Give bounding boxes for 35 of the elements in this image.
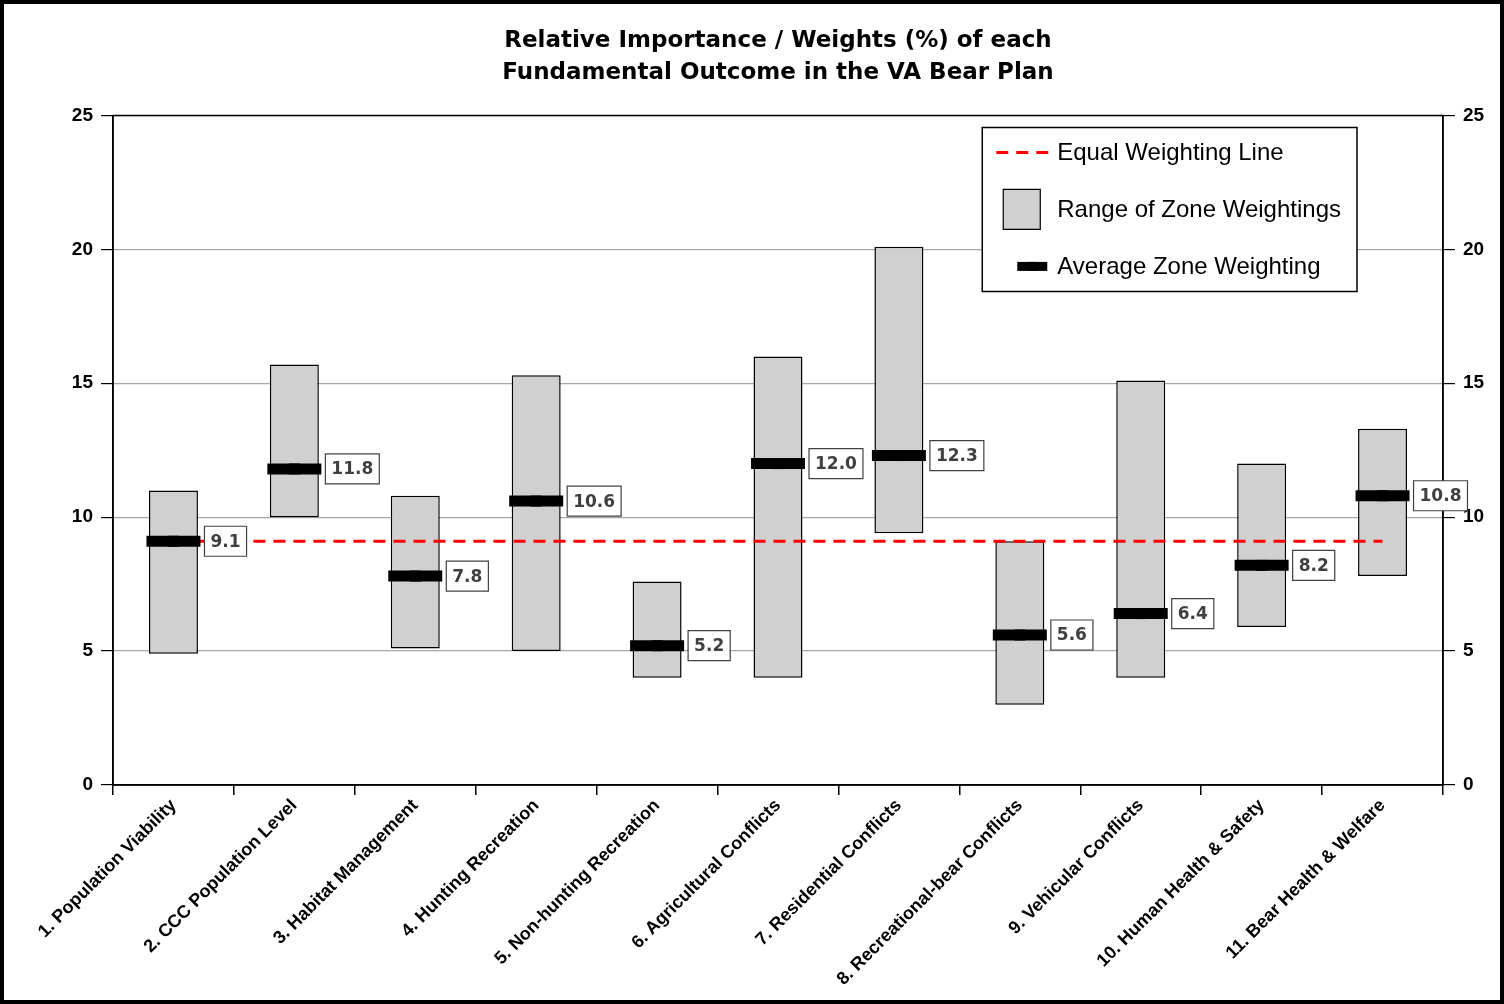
point <box>167 535 179 547</box>
y2-tick-label: 10 <box>1463 505 1485 527</box>
y-tick-label: 15 <box>71 371 94 393</box>
legend-label: Average Zone Weighting <box>1057 252 1321 280</box>
legend-label: Equal Weighting Line <box>1057 138 1284 166</box>
y-tick-label: 0 <box>82 773 93 795</box>
y-tick-label: 10 <box>71 505 93 527</box>
data-label: 10.6 <box>573 490 616 511</box>
data-label: 9.1 <box>210 530 241 551</box>
y2-tick-label: 0 <box>1463 773 1474 795</box>
point <box>1014 629 1026 641</box>
point <box>1377 490 1389 502</box>
data-label: 5.2 <box>694 635 725 656</box>
data-label: 11.8 <box>331 458 374 479</box>
y-tick-label: 25 <box>71 103 94 125</box>
data-label: 5.6 <box>1056 624 1087 645</box>
data-label: 12.0 <box>815 453 858 474</box>
y2-tick-label: 20 <box>1463 237 1485 259</box>
legend-label: Range of Zone Weightings <box>1057 195 1341 223</box>
data-label: 8.2 <box>1298 554 1329 575</box>
y2-tick-label: 25 <box>1463 103 1485 125</box>
point <box>651 640 663 652</box>
point <box>409 570 421 582</box>
data-label: 7.8 <box>452 565 483 586</box>
point <box>1256 559 1268 571</box>
y-tick-label: 5 <box>82 639 94 661</box>
point <box>288 463 300 475</box>
y2-tick-label: 5 <box>1463 639 1474 661</box>
y-tick-label: 20 <box>71 237 93 259</box>
data-label: 6.4 <box>1177 603 1209 623</box>
data-label: 10.8 <box>1419 485 1462 506</box>
y2-tick-label: 15 <box>1463 371 1485 393</box>
chart-title: Relative Importance / Weights (%) of each Fundamental Outcome in the VA Bear Plan <box>502 26 1054 85</box>
point <box>530 495 542 507</box>
data-label: 12.3 <box>935 444 978 465</box>
